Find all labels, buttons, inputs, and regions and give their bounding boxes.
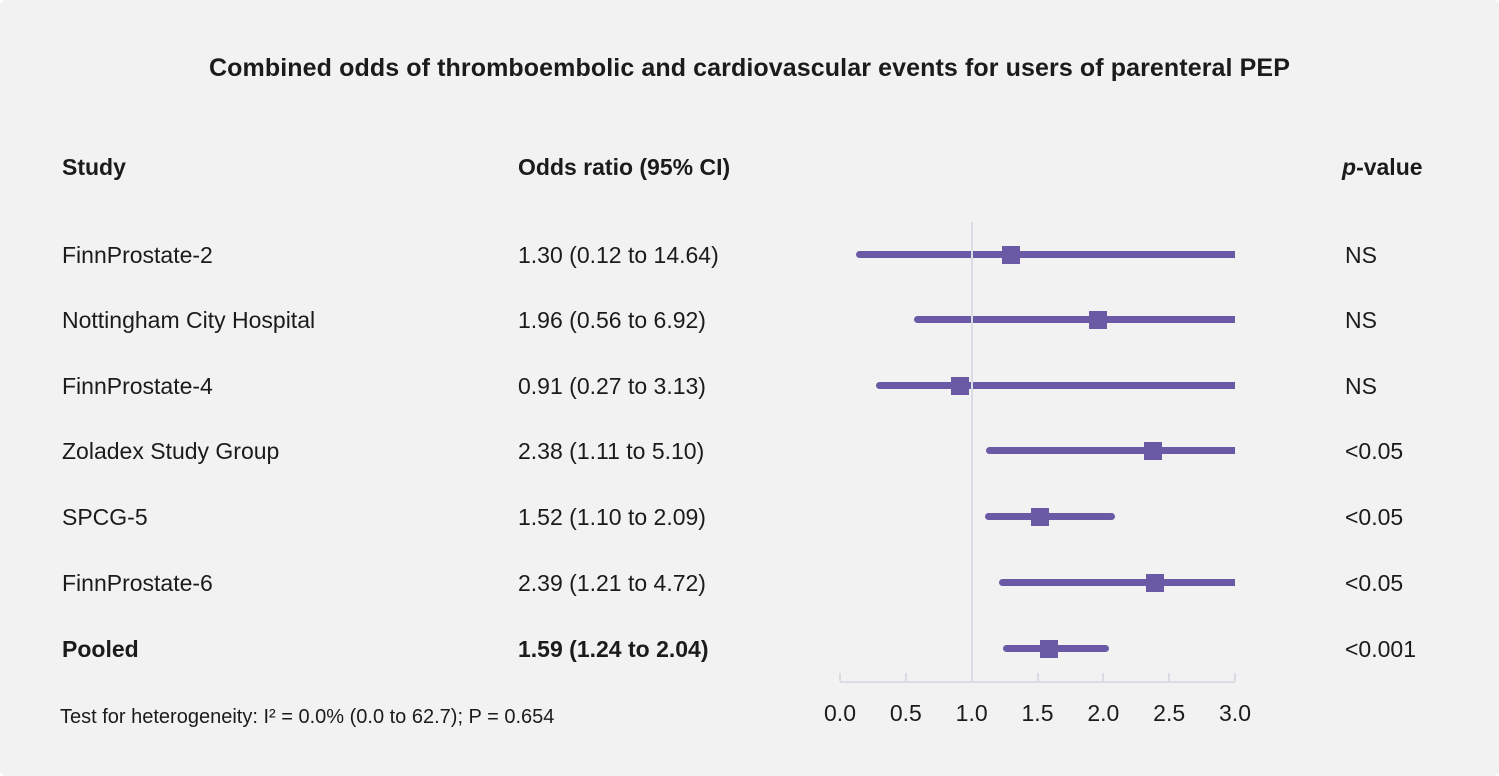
p-value-label: <0.05	[1345, 438, 1404, 464]
odds-ratio-label: 0.91 (0.27 to 3.13)	[518, 373, 706, 399]
odds-ratio-label: 2.39 (1.21 to 4.72)	[518, 570, 706, 596]
heterogeneity-note: Test for heterogeneity: I² = 0.0% (0.0 t…	[60, 706, 555, 728]
x-axis-tick	[1168, 673, 1171, 681]
confidence-interval-line	[999, 579, 1235, 586]
x-axis-tick-label: 3.0	[1219, 700, 1251, 726]
study-label: FinnProstate-6	[62, 570, 213, 596]
x-axis-baseline	[840, 681, 1235, 683]
x-axis-tick	[1036, 673, 1039, 681]
odds-ratio-marker	[1089, 311, 1108, 329]
confidence-interval-line	[984, 513, 1116, 520]
x-axis-tick-label: 1.5	[1021, 700, 1054, 726]
odds-ratio-marker	[1145, 574, 1164, 592]
odds-ratio-marker	[1144, 442, 1163, 460]
chart-title: Combined odds of thromboembolic and card…	[209, 54, 1290, 82]
p-value-label: NS	[1345, 373, 1377, 399]
x-axis-tick-label: 1.0	[955, 700, 988, 726]
odds-ratio-label: 1.59 (1.24 to 2.04)	[518, 636, 709, 662]
column-header-study: Study	[62, 154, 126, 180]
x-axis-tick	[1102, 673, 1105, 681]
x-axis-tick	[839, 673, 841, 681]
confidence-interval-line	[986, 447, 1235, 454]
odds-ratio-label: 1.96 (0.56 to 6.92)	[518, 307, 706, 333]
confidence-interval-line	[913, 316, 1235, 323]
column-header-p-value: p-value	[1342, 154, 1423, 181]
x-axis-tick	[904, 673, 907, 681]
reference-line-1	[970, 222, 973, 681]
p-value-suffix: -value	[1356, 154, 1423, 180]
odds-ratio-label: 1.52 (1.10 to 2.09)	[518, 504, 706, 530]
odds-ratio-marker	[950, 377, 969, 395]
study-label: FinnProstate-4	[62, 373, 213, 399]
column-header-odds-ratio: Odds ratio (95% CI)	[518, 154, 731, 180]
p-value-label: <0.05	[1345, 570, 1404, 596]
x-axis-tick	[1234, 673, 1236, 681]
study-label: SPCG-5	[62, 504, 148, 530]
odds-ratio-label: 2.38 (1.11 to 5.10)	[518, 438, 705, 464]
p-value-label: <0.001	[1345, 636, 1416, 662]
x-axis-tick-label: 2.0	[1087, 700, 1120, 726]
odds-ratio-marker	[1040, 640, 1059, 658]
study-label: FinnProstate-2	[62, 242, 213, 268]
x-axis-tick-label: 0.0	[824, 700, 856, 726]
study-label: Zoladex Study Group	[62, 438, 280, 464]
p-value-label: NS	[1345, 307, 1377, 333]
x-axis-tick-label: 0.5	[889, 700, 922, 726]
odds-ratio-marker	[1002, 246, 1021, 264]
study-label: Nottingham City Hospital	[62, 307, 316, 333]
odds-ratio-label: 1.30 (0.12 to 14.64)	[518, 242, 719, 268]
confidence-interval-line	[875, 382, 1235, 389]
x-axis-tick	[970, 673, 973, 681]
p-value-label: <0.05	[1345, 504, 1404, 530]
x-axis-tick-label: 2.5	[1153, 700, 1186, 726]
confidence-interval-line	[855, 251, 1235, 258]
odds-ratio-marker	[1031, 508, 1050, 526]
p-value-label: NS	[1345, 242, 1377, 268]
p-value-italic-p: p	[1342, 154, 1357, 180]
study-label: Pooled	[62, 636, 139, 662]
